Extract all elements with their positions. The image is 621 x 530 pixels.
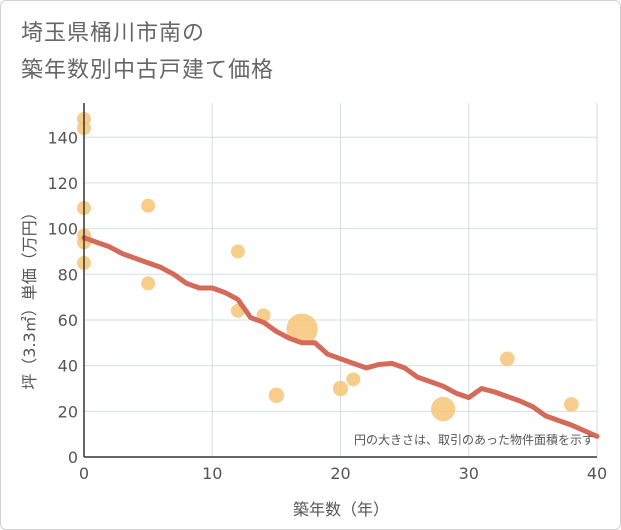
data-point xyxy=(499,351,515,367)
tick-labels: 0 10 20 30 40 0 20 40 60 80 100 120 140 xyxy=(47,128,607,483)
y-tick-label: 120 xyxy=(47,174,78,193)
data-point xyxy=(346,372,361,387)
data-point xyxy=(141,198,156,213)
trend-line xyxy=(81,235,600,439)
data-point xyxy=(141,276,156,291)
y-tick-label: 0 xyxy=(68,448,78,467)
y-tick-label: 20 xyxy=(58,402,78,421)
y-tick-label: 40 xyxy=(58,357,78,376)
x-tick-label: 10 xyxy=(202,464,222,483)
chart-title-line-2: 築年数別中古戸建て価格 xyxy=(21,58,275,83)
chart-title-line-1: 埼玉県桶川市南の xyxy=(21,21,206,46)
y-tick-label: 60 xyxy=(58,311,78,330)
trend-line-series xyxy=(81,235,600,439)
x-axis-label: 築年数（年） xyxy=(293,500,389,519)
x-tick-label: 20 xyxy=(330,464,350,483)
data-point xyxy=(230,244,245,259)
y-tick-label: 100 xyxy=(47,220,78,239)
data-point xyxy=(332,380,349,397)
chart-title: 埼玉県桶川市南の 築年数別中古戸建て価格 xyxy=(21,15,274,89)
data-point xyxy=(430,396,456,422)
grid-lines xyxy=(84,103,598,457)
data-point xyxy=(564,397,579,412)
y-axis-label: 坪（3.3㎡）単価（万円） xyxy=(20,204,39,389)
x-tick-label: 0 xyxy=(79,464,89,483)
axes xyxy=(83,103,597,458)
data-point xyxy=(268,387,285,404)
x-tick-label: 40 xyxy=(587,464,607,483)
bubble-size-note: 円の大きさは、取引のあった物件面積を示す xyxy=(354,432,594,447)
x-tick-label: 30 xyxy=(459,464,479,483)
y-tick-label: 140 xyxy=(47,128,78,147)
data-point xyxy=(286,313,318,345)
y-tick-label: 80 xyxy=(58,265,78,284)
